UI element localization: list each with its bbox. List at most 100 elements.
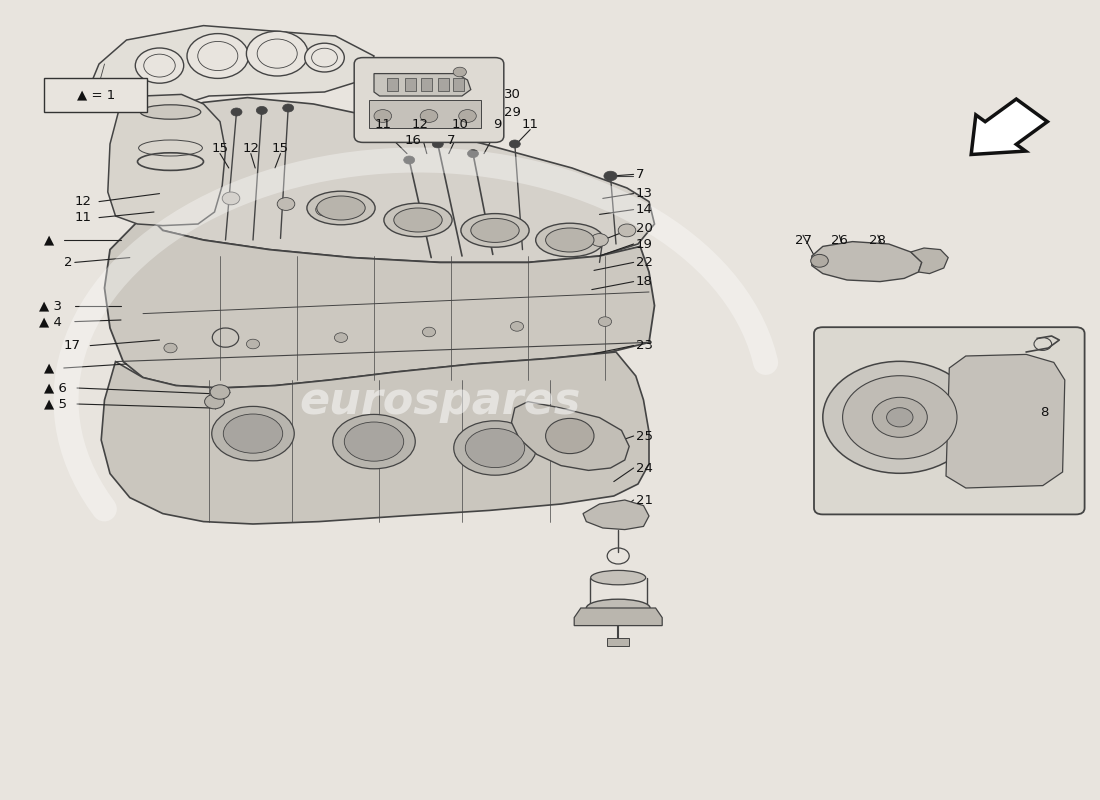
Circle shape xyxy=(135,48,184,83)
Ellipse shape xyxy=(586,599,650,617)
Ellipse shape xyxy=(223,414,283,453)
Text: 20: 20 xyxy=(636,222,652,234)
Ellipse shape xyxy=(546,228,594,252)
Circle shape xyxy=(374,110,392,122)
Bar xyxy=(405,78,416,91)
Circle shape xyxy=(598,317,612,326)
Text: 22: 22 xyxy=(636,256,652,269)
Ellipse shape xyxy=(307,191,375,225)
FancyBboxPatch shape xyxy=(814,327,1085,514)
Text: 11: 11 xyxy=(374,118,392,130)
Circle shape xyxy=(316,203,333,216)
Ellipse shape xyxy=(453,421,537,475)
Text: 11: 11 xyxy=(75,211,91,224)
FancyBboxPatch shape xyxy=(44,78,147,112)
Ellipse shape xyxy=(465,429,525,467)
Text: ▲ = 1: ▲ = 1 xyxy=(77,89,114,102)
Circle shape xyxy=(618,224,636,237)
Ellipse shape xyxy=(317,196,365,220)
Circle shape xyxy=(420,110,438,122)
Text: 15: 15 xyxy=(211,142,229,154)
Polygon shape xyxy=(374,74,471,96)
Ellipse shape xyxy=(471,218,519,242)
Circle shape xyxy=(256,106,267,114)
Circle shape xyxy=(811,254,828,267)
Text: 26: 26 xyxy=(830,234,848,246)
Ellipse shape xyxy=(591,570,646,585)
Text: 18: 18 xyxy=(636,275,652,288)
Circle shape xyxy=(468,150,478,158)
Ellipse shape xyxy=(384,203,452,237)
Circle shape xyxy=(604,171,617,181)
Text: 19: 19 xyxy=(636,238,652,250)
Circle shape xyxy=(231,108,242,116)
Text: 11: 11 xyxy=(521,118,539,130)
Circle shape xyxy=(164,343,177,353)
Circle shape xyxy=(246,339,260,349)
Text: 14: 14 xyxy=(636,203,652,216)
Text: 7: 7 xyxy=(636,168,645,181)
Circle shape xyxy=(222,192,240,205)
Text: 17: 17 xyxy=(64,339,80,352)
Text: 12: 12 xyxy=(242,142,260,154)
Text: 7: 7 xyxy=(447,134,455,146)
Text: 10: 10 xyxy=(451,118,469,130)
Text: ▲ 5: ▲ 5 xyxy=(44,398,67,410)
Polygon shape xyxy=(946,354,1065,488)
Circle shape xyxy=(591,234,608,246)
Text: 27: 27 xyxy=(794,234,812,246)
Circle shape xyxy=(205,394,224,409)
Text: 30: 30 xyxy=(504,88,520,101)
Circle shape xyxy=(422,327,436,337)
Circle shape xyxy=(334,333,348,342)
Circle shape xyxy=(305,43,344,72)
Text: 2: 2 xyxy=(64,256,73,269)
Text: ▲: ▲ xyxy=(44,362,54,374)
Text: 12: 12 xyxy=(411,118,429,130)
Circle shape xyxy=(187,34,249,78)
Text: eurospares: eurospares xyxy=(299,380,581,423)
Text: 29: 29 xyxy=(504,106,520,118)
Text: 21: 21 xyxy=(636,494,652,506)
Ellipse shape xyxy=(461,214,529,247)
Text: 16: 16 xyxy=(404,134,421,146)
Circle shape xyxy=(509,140,520,148)
Bar xyxy=(607,638,629,646)
Polygon shape xyxy=(583,500,649,530)
Ellipse shape xyxy=(536,223,604,257)
Circle shape xyxy=(246,31,308,76)
Polygon shape xyxy=(82,26,374,114)
Polygon shape xyxy=(574,608,662,626)
Bar xyxy=(368,100,481,128)
Polygon shape xyxy=(971,99,1047,154)
Text: 8: 8 xyxy=(1040,406,1048,418)
Ellipse shape xyxy=(394,208,442,232)
Text: ▲ 6: ▲ 6 xyxy=(44,382,67,394)
Text: 25: 25 xyxy=(636,430,652,442)
Circle shape xyxy=(510,322,524,331)
Polygon shape xyxy=(101,352,649,524)
Bar xyxy=(453,78,464,91)
Circle shape xyxy=(453,67,466,77)
Polygon shape xyxy=(512,402,629,470)
Text: 12: 12 xyxy=(75,195,91,208)
Ellipse shape xyxy=(332,414,416,469)
Bar xyxy=(421,78,432,91)
Bar xyxy=(438,78,449,91)
Circle shape xyxy=(823,362,977,474)
Ellipse shape xyxy=(344,422,404,461)
Text: ▲ 3: ▲ 3 xyxy=(39,299,62,312)
Circle shape xyxy=(459,110,476,122)
Polygon shape xyxy=(108,94,226,226)
Circle shape xyxy=(210,385,230,399)
Text: 13: 13 xyxy=(636,187,652,200)
Circle shape xyxy=(872,398,927,438)
Circle shape xyxy=(404,156,415,164)
Bar xyxy=(387,78,398,91)
Text: 9: 9 xyxy=(493,118,502,130)
Circle shape xyxy=(283,104,294,112)
Polygon shape xyxy=(812,242,922,282)
Ellipse shape xyxy=(141,105,200,119)
Ellipse shape xyxy=(211,406,295,461)
Circle shape xyxy=(432,140,443,148)
